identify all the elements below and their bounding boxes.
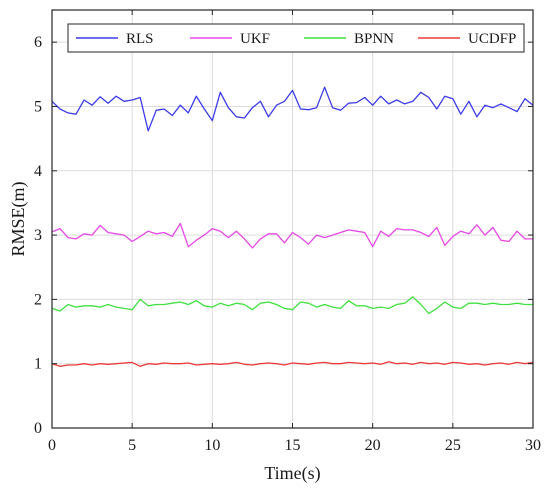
y-tick-label: 5: [34, 98, 42, 115]
x-tick-label: 10: [204, 437, 220, 454]
legend: RLS UKF BPNN UCDFP: [67, 23, 525, 53]
y-tick-label: 4: [34, 163, 42, 180]
series-line-ucdfp: [51, 361, 534, 367]
y-tick-label: 1: [34, 356, 42, 373]
grid: [52, 10, 533, 428]
y-tick-label: 2: [34, 291, 42, 308]
x-tick-label: 0: [48, 437, 56, 454]
legend-label-bpnn: BPNN: [354, 31, 394, 47]
legend-label-rls: RLS: [126, 31, 154, 47]
x-axis-label: Time(s): [264, 463, 320, 484]
axis-ticks: 0 5 10 15 20 25 30 0 1 2 3 4 5 6: [34, 10, 541, 454]
series-line-ukf: [51, 222, 533, 249]
x-tick-label: 25: [445, 437, 461, 454]
y-tick-label: 0: [34, 420, 42, 437]
legend-label-ukf: UKF: [240, 31, 270, 47]
plot-area: [51, 86, 534, 367]
y-tick-label: 6: [34, 34, 42, 51]
legend-label-ucdfp: UCDFP: [468, 31, 516, 47]
series-line-bpnn: [51, 296, 533, 315]
series-line-rls: [51, 86, 534, 132]
x-tick-label: 15: [285, 437, 301, 454]
y-axis-label: RMSE(m): [8, 181, 29, 256]
y-tick-label: 3: [34, 227, 42, 244]
x-tick-label: 5: [128, 437, 136, 454]
x-tick-label: 20: [365, 437, 381, 454]
x-tick-label: 30: [525, 437, 541, 454]
